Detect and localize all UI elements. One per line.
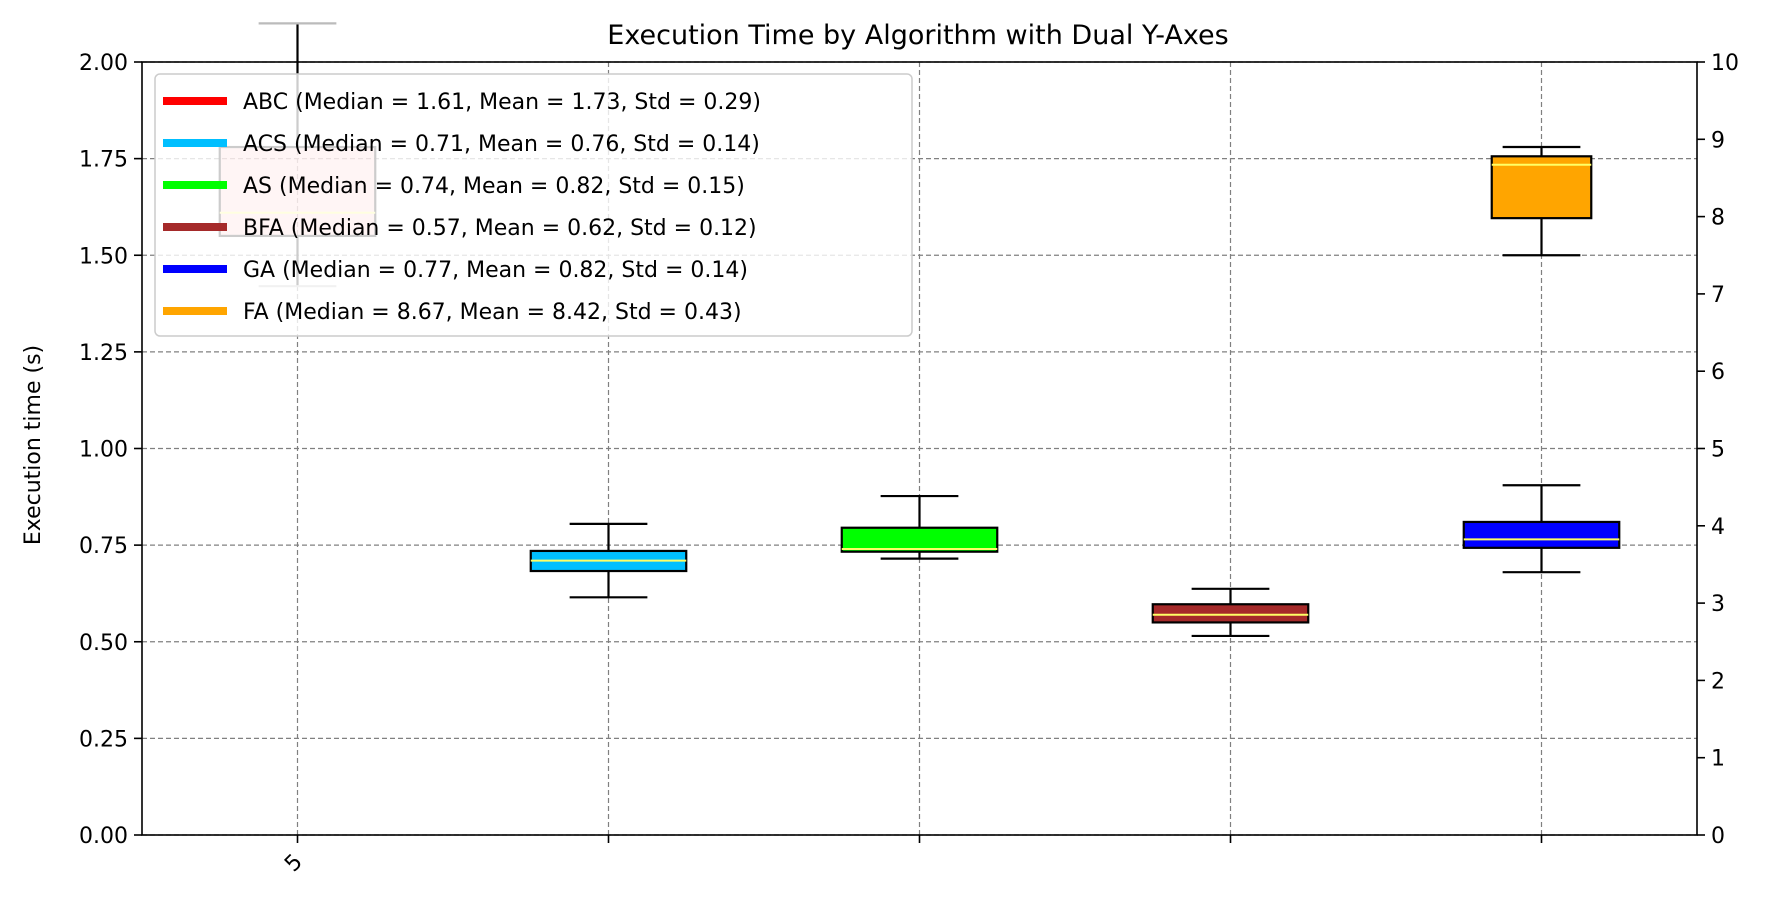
y2-tick-label: 3 xyxy=(1711,592,1725,617)
y2-tick-label: 4 xyxy=(1711,515,1725,540)
box-1 xyxy=(529,522,688,599)
y-tick-label: 0.00 xyxy=(79,824,128,849)
legend-box xyxy=(154,73,913,337)
y-tick-label: 0.25 xyxy=(79,727,128,752)
y-tick-label: 0.75 xyxy=(79,534,128,559)
legend-label: ABC (Median = 1.61, Mean = 1.73, Std = 0… xyxy=(243,90,761,115)
y2-tick-label: 6 xyxy=(1711,360,1725,385)
y-axis-label: Execution time (s) xyxy=(21,345,46,545)
box-iqr xyxy=(1490,155,1593,220)
x-tick-label: 5 xyxy=(280,850,308,878)
legend-label: GA (Median = 0.77, Mean = 0.82, Std = 0.… xyxy=(243,258,748,283)
y-tick-label: 2.00 xyxy=(79,51,128,76)
box-3 xyxy=(1151,587,1310,638)
y-tick-label: 1.75 xyxy=(79,148,128,173)
y-tick-label: 0.50 xyxy=(79,631,128,656)
box-iqr xyxy=(1462,520,1621,549)
y-tick-label: 1.00 xyxy=(79,438,128,463)
y2-tick-label: 2 xyxy=(1711,669,1725,694)
legend-label: BFA (Median = 0.57, Mean = 0.62, Std = 0… xyxy=(243,216,757,241)
y2-tick-label: 9 xyxy=(1711,128,1725,153)
y-tick-label: 1.50 xyxy=(79,244,128,269)
y2-tick-label: 7 xyxy=(1711,283,1725,308)
box-iqr xyxy=(1151,603,1310,624)
y2-tick-label: 1 xyxy=(1711,747,1725,772)
y2-tick-label: 10 xyxy=(1711,51,1739,76)
box-5 xyxy=(1490,145,1593,257)
legend-label: ACS (Median = 0.71, Mean = 0.76, Std = 0… xyxy=(243,132,760,157)
box-4 xyxy=(1462,484,1621,574)
y-tick-label: 1.25 xyxy=(79,341,128,366)
legend-label: AS (Median = 0.74, Mean = 0.82, Std = 0.… xyxy=(243,174,745,199)
y2-tick-label: 5 xyxy=(1711,438,1725,463)
box-iqr xyxy=(840,526,999,553)
box-2 xyxy=(840,494,999,560)
legend-label: FA (Median = 8.67, Mean = 8.42, Std = 0.… xyxy=(243,300,742,325)
y2-tick-label: 0 xyxy=(1711,824,1725,849)
chart-title: Execution Time by Algorithm with Dual Y-… xyxy=(607,20,1228,51)
y2-tick-label: 8 xyxy=(1711,206,1725,231)
